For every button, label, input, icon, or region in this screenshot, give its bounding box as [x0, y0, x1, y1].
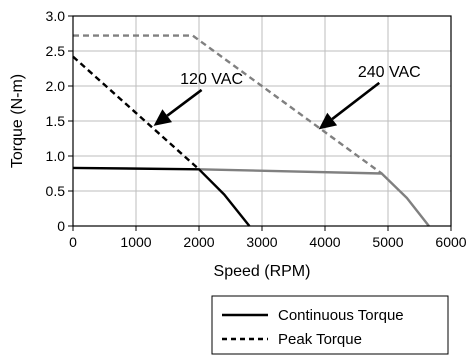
y-tick-label: 3.0: [46, 8, 66, 24]
series-line-240-vac-peak-torque: [73, 34, 383, 175]
y-tick-label: 0: [57, 218, 65, 234]
series-line-240-vac-continuous-torque: [198, 168, 430, 227]
y-axis-ticks: 0 0.5 1.0 1.5 2.0 2.5 3.0: [46, 8, 73, 234]
annotation-arrow-shaft-120-vac: [166, 88, 203, 117]
series-line-120-vac-continuous-torque: [72, 166, 251, 227]
x-tick-label: 5000: [372, 234, 403, 250]
legend-box: [211, 295, 449, 355]
annotation-arrow-head-120-vac: [153, 109, 172, 126]
x-tick-label: 2000: [183, 234, 214, 250]
y-tick-label: 2.5: [46, 43, 66, 59]
x-tick-label: 1000: [120, 234, 151, 250]
x-tick-label: 4000: [309, 234, 340, 250]
annotations-layer: 120 VAC 240 VAC: [153, 64, 421, 130]
x-tick-label: 6000: [435, 234, 466, 250]
legend-entry-peak-torque: Peak Torque: [278, 331, 362, 348]
x-tick-label: 0: [69, 234, 77, 250]
annotation-label-120-vac: 120 VAC: [180, 71, 243, 88]
y-tick-label: 1.5: [46, 113, 66, 129]
y-tick-label: 1.0: [46, 148, 66, 164]
y-tick-label: 2.0: [46, 78, 66, 94]
annotation-arrow-head-240-vac: [318, 112, 338, 130]
x-tick-label: 3000: [246, 234, 277, 250]
series-layer: [72, 34, 430, 227]
annotation-arrow-shaft-240-vac: [331, 81, 381, 121]
series-line-120-vac-peak-torque: [72, 55, 200, 171]
x-axis-label: Speed (RPM): [214, 263, 311, 280]
x-axis-ticks: 0 1000 2000 3000 4000 5000 6000: [69, 226, 467, 250]
annotation-label-240-vac: 240 VAC: [358, 64, 421, 81]
legend-entry-continuous-torque: Continuous Torque: [278, 307, 404, 324]
legend: Continuous Torque Peak Torque: [211, 295, 449, 355]
y-axis-label: Torque (N-m): [9, 74, 26, 168]
y-tick-label: 0.5: [46, 183, 66, 199]
